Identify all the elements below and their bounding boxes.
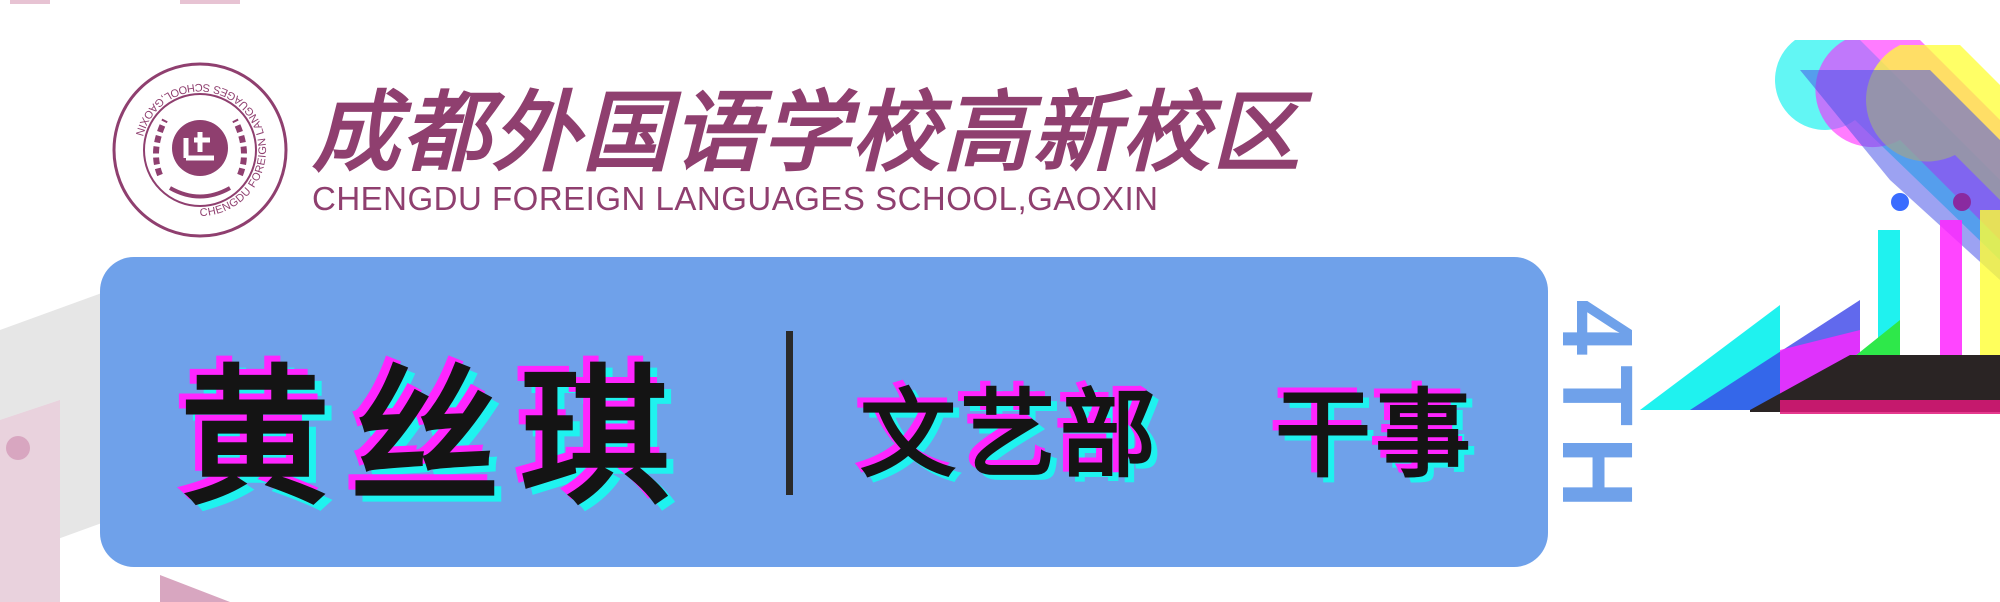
background-decoration-left: [0, 0, 240, 602]
school-name-chinese: 成都外国语学校高新校区: [312, 80, 1303, 184]
school-seal-logo: CHENGDU FOREIGN LANGUAGES SCHOOL,GAOXIN: [112, 62, 288, 238]
edition-vertical: 4TH: [1541, 284, 1653, 534]
role-label: 干事: [1275, 379, 1475, 491]
background-glitch-graphic: [1640, 40, 2000, 414]
school-name-english: CHENGDU FOREIGN LANGUAGES SCHOOL,GAOXIN: [312, 180, 1159, 217]
name-card: 黄丝琪 文艺部 干事: [100, 257, 1548, 567]
person-name: 黄丝琪: [180, 352, 691, 526]
divider: [786, 331, 793, 495]
department-label: 文艺部: [860, 379, 1160, 491]
edition-label: 4TH: [1541, 299, 1653, 519]
